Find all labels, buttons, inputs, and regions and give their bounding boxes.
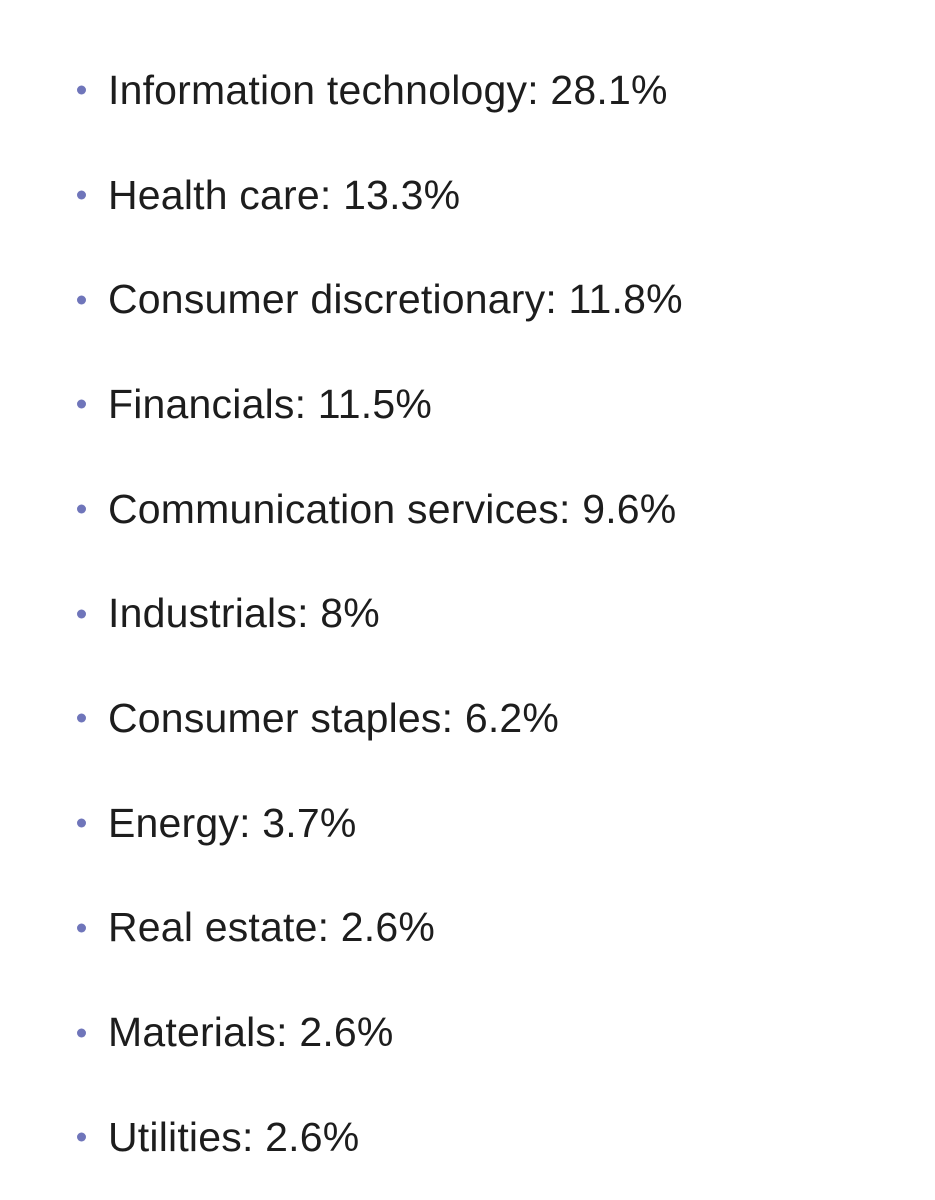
- separator: :: [319, 171, 344, 218]
- list-item: Financials: 11.5%: [0, 352, 935, 457]
- bullet-icon: [77, 190, 86, 200]
- sector-label: Real estate: [108, 904, 318, 951]
- separator: :: [545, 276, 569, 323]
- bullet-icon: [77, 818, 86, 828]
- sector-label: Materials: [108, 1009, 277, 1056]
- list-item: Industrials: 8%: [0, 561, 935, 666]
- sector-label: Industrials: [108, 590, 298, 637]
- separator: :: [294, 380, 318, 427]
- bullet-icon: [77, 1132, 86, 1142]
- sector-label: Financials: [108, 380, 295, 427]
- list-item: Consumer staples: 6.2%: [0, 666, 935, 771]
- bullet-icon: [77, 85, 86, 95]
- sector-label: Health care: [108, 171, 320, 218]
- sector-value: 8%: [320, 590, 380, 637]
- list-item: Real estate: 2.6%: [0, 876, 935, 981]
- sector-label: Consumer discretionary: [108, 276, 546, 323]
- bullet-icon: [77, 713, 86, 723]
- list-item: Utilities: 2.6%: [0, 1085, 935, 1190]
- list-item: Health care: 13.3%: [0, 143, 935, 248]
- bullet-icon: [77, 504, 86, 514]
- sector-value: 28.1%: [550, 66, 668, 113]
- list-item: Energy: 3.7%: [0, 771, 935, 876]
- sector-value: 3.7%: [262, 799, 357, 846]
- separator: :: [239, 799, 263, 846]
- list-item: Consumer discretionary: 11.8%: [0, 247, 935, 352]
- sector-value: 6.2%: [464, 694, 560, 741]
- separator: :: [241, 1113, 266, 1160]
- sector-label: Information technology: [108, 66, 528, 113]
- sector-label: Consumer staples: [108, 694, 442, 741]
- separator: :: [441, 694, 465, 741]
- sector-value: 2.6%: [299, 1009, 394, 1056]
- separator: :: [559, 485, 583, 532]
- sector-value: 2.6%: [340, 904, 436, 951]
- list-item: Information technology: 28.1%: [0, 38, 935, 143]
- bullet-icon: [77, 609, 86, 619]
- sector-value: 2.6%: [265, 1113, 360, 1160]
- sector-value: 13.3%: [343, 171, 461, 218]
- separator: :: [297, 590, 321, 637]
- sector-label: Communication services: [108, 485, 559, 532]
- bullet-icon: [77, 399, 86, 409]
- separator: :: [317, 904, 341, 951]
- separator: :: [527, 66, 551, 113]
- sector-value: 11.5%: [317, 380, 432, 427]
- list-item: Materials: 2.6%: [0, 980, 935, 1085]
- list-item: Communication services: 9.6%: [0, 457, 935, 562]
- bullet-icon: [77, 1028, 86, 1038]
- sector-label: Utilities: [108, 1113, 242, 1160]
- sector-value: 9.6%: [582, 485, 677, 532]
- bullet-icon: [77, 923, 86, 933]
- sector-value: 11.8%: [568, 276, 683, 323]
- sector-label: Energy: [108, 799, 240, 846]
- bullet-icon: [77, 295, 86, 305]
- separator: :: [276, 1009, 300, 1056]
